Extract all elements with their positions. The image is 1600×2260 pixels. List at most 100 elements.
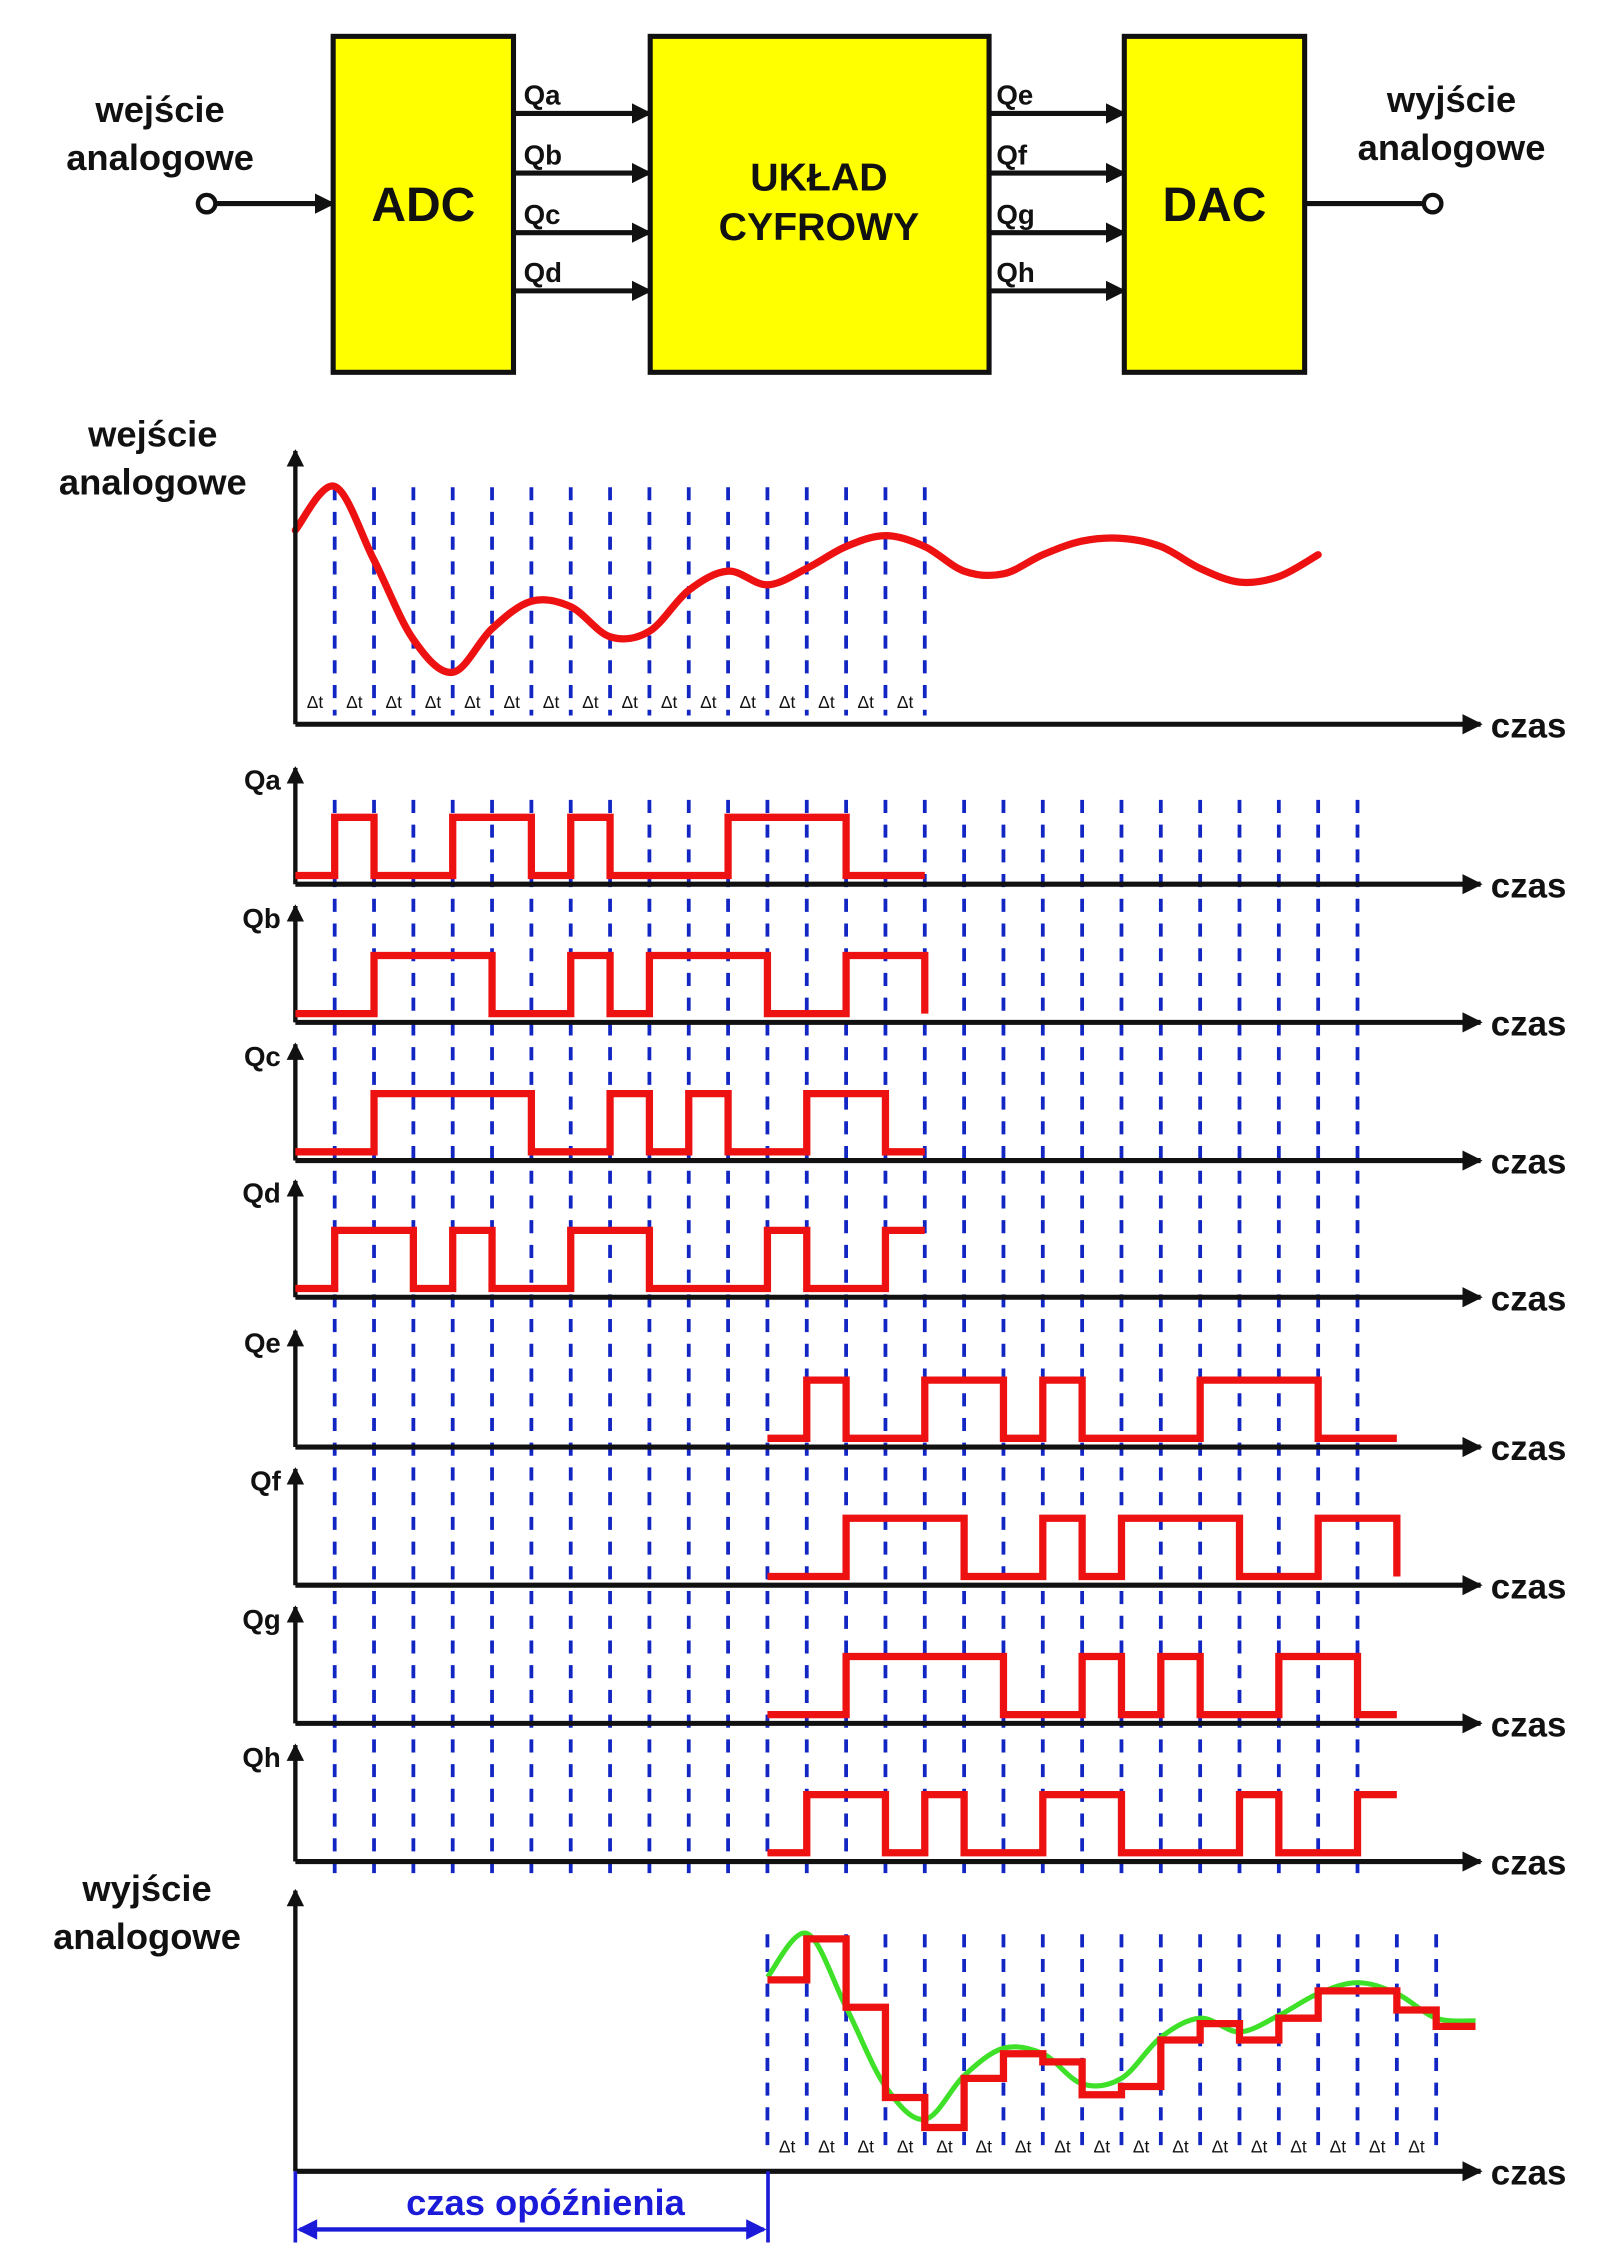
time-axis-label: czas [1491,706,1567,745]
delta-t-label: Δt [1290,2136,1307,2156]
signal-label-qf: Qf [250,1466,281,1497]
digital-panels: Qa czas Qb czas Qc czas Qd czas Qe czas Qf czas Qg cz… [242,765,1566,1883]
delta-t-label: Δt [503,692,520,712]
delta-t-label: Δt [621,692,638,712]
signal-panel-qh: Qh czas [242,1742,1566,1883]
signal-panel-qf: Qf czas [250,1466,1566,1607]
output-panel-label-line2: analogowe [53,1916,241,1957]
time-axis-label: czas [1491,1279,1567,1318]
delta-t-label: Δt [1251,2136,1268,2156]
input-panel-label-line1: wejście [87,413,217,454]
delta-t-label: Δt [464,692,481,712]
output-label-line2: analogowe [1358,127,1546,168]
delta-t-label: Δt [661,692,678,712]
input-label-line2: analogowe [66,137,254,178]
signal-label-qh: Qh [242,1742,280,1773]
dac-staircase-output [767,1935,1476,2132]
delta-t-label: Δt [1212,2136,1229,2156]
digital-block [647,33,992,375]
delta-t-label: Δt [1330,2136,1347,2156]
dac-label: DAC [1162,179,1266,232]
adc-block [330,33,517,375]
bus-label-qa: Qa [524,80,561,111]
delta-t-label: Δt [543,692,560,712]
delta-t-label: Δt [700,692,717,712]
delta-t-label: Δt [346,692,363,712]
signal-label-qa: Qa [244,765,281,796]
adc-label: ADC [371,179,475,232]
delta-t-label: Δt [1172,2136,1189,2156]
output-label-line1: wyjście [1386,79,1516,120]
delta-t-label: Δt [582,692,599,712]
time-axis-label: czas [1491,1429,1567,1468]
delay-label: czas opóźnienia [406,2182,685,2223]
delta-t-label: Δt [897,692,914,712]
delta-t-label: Δt [779,692,796,712]
signal-panel-qg: Qg czas [242,1604,1566,1745]
delay-arrowhead-left [296,2219,318,2240]
delta-t-label: Δt [858,692,875,712]
time-axis-label: czas [1491,1004,1567,1043]
signal-label-qe: Qe [244,1328,281,1359]
input-analog-panel: wejście analogowe Δt Δt Δt Δt Δt Δt Δt Δt Δt Δt Δt… [59,413,1567,745]
bus-label-qc: Qc [524,199,561,230]
digital-waveform-qb [295,951,929,1018]
signal-panel-qb: Qb czas [242,903,1566,1044]
time-axis-label: czas [1491,866,1567,905]
time-axis-label: czas [1491,2153,1567,2192]
bus-label-qh: Qh [996,257,1034,288]
delta-t-label: Δt [1094,2136,1111,2156]
signal-panel-qc: Qc czas [244,1041,1567,1182]
bus-label-qd: Qd [524,257,562,288]
delta-t-label: Δt [307,692,324,712]
dac-block [1121,33,1308,375]
time-axis-label: czas [1491,1143,1567,1182]
signal-label-qg: Qg [242,1604,280,1635]
reconstructed-curve [765,1930,1476,2122]
delta-t-label: Δt [779,2136,796,2156]
delta-t-label: Δt [425,692,442,712]
delta-t-label: Δt [818,692,835,712]
delta-t-label: Δt [740,692,757,712]
delta-t-label: Δt [858,2136,875,2156]
digital-waveform-qg [767,1652,1397,1719]
bus-label-qf: Qf [996,139,1027,170]
delta-t-label: Δt [897,2136,914,2156]
block-diagram: wejście analogowe ADC UKŁAD CYFROWY DAC … [66,33,1546,375]
delta-t-label: Δt [1133,2136,1150,2156]
time-axis-label: czas [1491,1705,1567,1744]
input-label-line1: wejście [94,89,224,130]
digital-waveform-qa [295,813,925,880]
signal-panel-qa: Qa czas [244,765,1567,906]
signal-label-qc: Qc [244,1041,281,1072]
delta-t-label: Δt [385,692,402,712]
bus-label-qg: Qg [996,199,1034,230]
input-terminal [195,192,218,215]
digital-waveform-qc [295,1090,925,1156]
signal-panel-qd: Qd czas [242,1178,1566,1319]
delta-t-label: Δt [936,2136,953,2156]
input-panel-label-line2: analogowe [59,461,247,502]
time-axis-label: czas [1491,1844,1567,1883]
output-analog-panel: wyjście analogowe Δt Δt Δt Δt Δt Δt Δt Δt Δt Δt Δt… [53,1868,1566,2243]
digital-label-line1: UKŁAD [750,156,887,200]
delta-t-label: Δt [1369,2136,1386,2156]
delta-t-label: Δt [818,2136,835,2156]
signal-panel-qe: Qe czas [244,1328,1567,1469]
digital-waveform-qe [767,1376,1397,1442]
signal-label-qb: Qb [242,903,280,934]
digital-waveform-qd [295,1226,925,1293]
delta-t-label: Δt [1054,2136,1071,2156]
output-panel-label-line1: wyjście [81,1868,211,1909]
delay-arrowhead-right [746,2219,767,2240]
delta-t-label: Δt [1408,2136,1425,2156]
digital-label-line2: CYFROWY [719,205,920,249]
bus-label-qb: Qb [524,139,562,170]
time-axis-label: czas [1491,1567,1567,1606]
analog-input-curve [291,482,1322,676]
delta-t-label: Δt [976,2136,993,2156]
delta-t-label: Δt [1015,2136,1032,2156]
output-terminal [1421,192,1444,215]
signal-label-qd: Qd [242,1178,280,1209]
